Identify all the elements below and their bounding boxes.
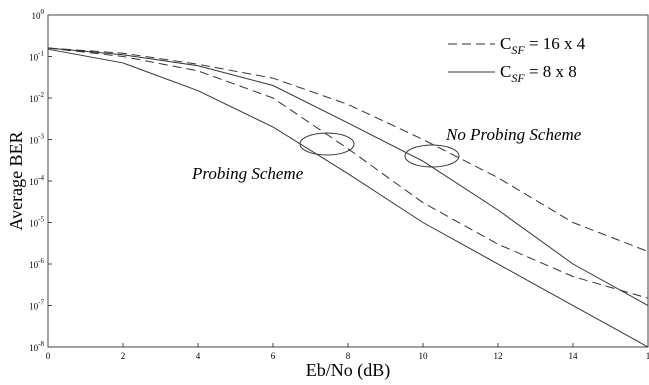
x-tick-label: 6 — [271, 351, 276, 361]
y-tick-base: 10 — [29, 260, 39, 270]
legend-text: = 8 x 8 — [525, 62, 577, 81]
line-series — [47, 47, 649, 306]
legend-label: CSF = 16 x 4 — [500, 34, 586, 57]
y-tick-exp: -8 — [38, 340, 44, 348]
y-tick-label: 10-2 — [29, 91, 44, 104]
annotation: Probing Scheme — [191, 164, 304, 183]
y-tick-exp: -5 — [38, 216, 44, 224]
y-tick-exp: -3 — [38, 133, 44, 141]
legend-sub: SF — [511, 43, 525, 57]
annotation-ellipse — [299, 132, 355, 156]
y-tick-label: 10-5 — [29, 216, 44, 229]
y-tick-label: 100 — [32, 8, 45, 21]
x-tick-label: 4 — [196, 351, 201, 361]
y-tick-base: 10 — [29, 219, 39, 229]
y-tick-exp: -6 — [38, 257, 44, 265]
legend-base: C — [500, 34, 511, 53]
legend-label: CSF = 8 x 8 — [500, 62, 577, 85]
y-tick-label: 10-3 — [29, 133, 44, 146]
y-tick-base: 10 — [29, 343, 39, 353]
line-series — [47, 47, 649, 252]
y-tick-base: 10 — [29, 94, 39, 104]
y-tick-base: 10 — [29, 136, 39, 146]
x-tick-label: 8 — [346, 351, 351, 361]
line-series — [47, 48, 649, 348]
y-tick-base: 10 — [29, 177, 39, 187]
x-tick-label: 12 — [494, 351, 503, 361]
y-tick-exp: -2 — [38, 91, 44, 99]
y-tick-exp: -7 — [38, 299, 44, 307]
y-tick-base: 10 — [29, 53, 39, 63]
y-tick-base: 10 — [29, 302, 39, 312]
y-tick-label: 10-4 — [29, 174, 44, 187]
annotation: No Probing Scheme — [445, 125, 582, 144]
x-tick-label: 1 — [646, 351, 649, 361]
y-tick-exp: -4 — [38, 174, 44, 182]
y-axis-title: Average BER — [6, 131, 26, 230]
legend-base: C — [500, 62, 511, 81]
y-tick-label: 10-1 — [29, 50, 44, 63]
x-tick-label: 14 — [569, 351, 579, 361]
x-axis-title: Eb/No (dB) — [306, 360, 391, 381]
y-tick-exp: -1 — [38, 50, 44, 58]
y-tick-base: 10 — [32, 11, 42, 21]
line-series — [47, 47, 649, 299]
y-tick-exp: 0 — [41, 8, 45, 16]
x-tick-label: 2 — [121, 351, 126, 361]
legend-text: = 16 x 4 — [525, 34, 586, 53]
x-tick-label: 0 — [46, 351, 51, 361]
y-tick-label: 10-8 — [29, 340, 44, 353]
y-tick-label: 10-6 — [29, 257, 44, 270]
y-tick-label: 10-7 — [29, 299, 44, 312]
legend-sub: SF — [511, 71, 525, 85]
x-tick-label: 10 — [419, 351, 429, 361]
